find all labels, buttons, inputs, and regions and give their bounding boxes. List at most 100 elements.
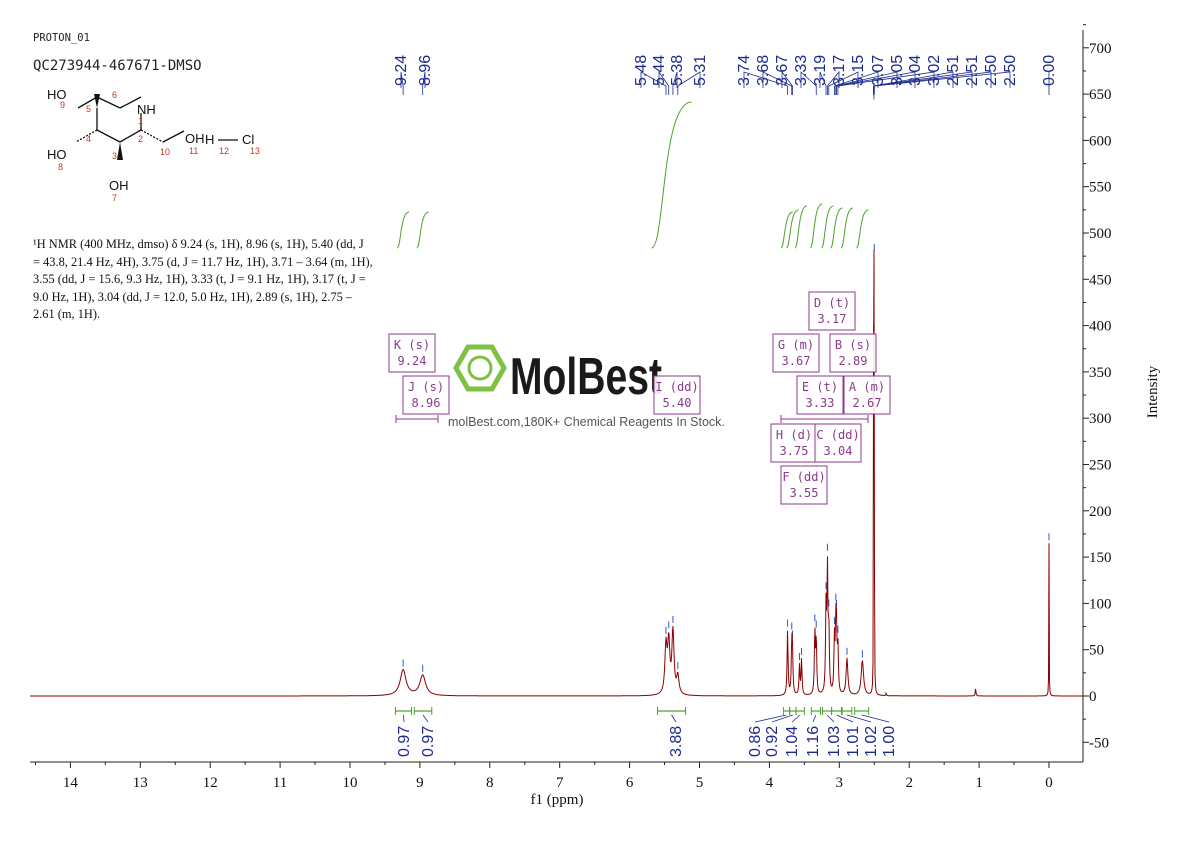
multiplet-box-frame: [402, 375, 450, 415]
peak-label: 2.50: [1002, 55, 1019, 86]
multiplet-shift: 3.75: [780, 444, 809, 458]
peak-label: 3.05: [889, 55, 906, 86]
y-tick-label: 200: [1089, 504, 1112, 520]
multiplet-paren-close: ): [805, 428, 812, 442]
peak-label: 9.24: [393, 55, 410, 86]
y-tick-label: 350: [1089, 365, 1112, 381]
multiplet-letter: C: [816, 428, 823, 442]
multiplet-type: dd: [677, 380, 691, 394]
x-tick-label: 2: [905, 775, 913, 791]
multiplet-paren-close: ): [437, 380, 444, 394]
y-tick-label: 150: [1089, 550, 1112, 566]
multiplet-box-frame: [653, 375, 701, 415]
x-tick-label: 10: [343, 775, 358, 791]
y-tick-label: 300: [1089, 411, 1112, 427]
atom-number: 7: [112, 193, 117, 203]
multiplet-type: s: [430, 380, 437, 394]
peak-label: 0.00: [1041, 55, 1058, 86]
x-tick-label: 6: [626, 775, 634, 791]
multiplet-letter: B: [835, 338, 842, 352]
multiplet-label: K (s): [394, 338, 430, 352]
integral-curve: [820, 205, 834, 249]
integral-leader: [771, 714, 793, 723]
molbest-logo-icon: [453, 344, 507, 392]
multiplet-shift: 3.67: [782, 354, 811, 368]
integral-curve: [785, 209, 799, 249]
multiplet-shift: 3.33: [806, 396, 835, 410]
peak-label-leader: [800, 71, 817, 95]
bond-line: [162, 130, 185, 143]
peak-label-leader: [658, 70, 670, 95]
atom-number: 12: [219, 146, 229, 156]
peak-label-leader: [819, 71, 827, 95]
integral-value: 1.03: [826, 726, 843, 757]
peak-label-leader: [677, 71, 701, 95]
watermark: MolBest molBest.com,180K+ Chemical Reage…: [448, 344, 725, 429]
integral-leader: [861, 714, 890, 723]
peak-label: 3.15: [850, 55, 867, 86]
multiplet-box: E (t) 3.33: [796, 375, 844, 415]
peak-label: 3.68: [755, 55, 772, 86]
peak-label: 3.07: [870, 55, 887, 86]
multiplet-shift: 3.04: [824, 444, 853, 458]
peak-label-leader: [873, 71, 973, 95]
multiplet-box-frame: [843, 375, 891, 415]
integral-value: 0.92: [764, 726, 781, 757]
atom-label: HO: [47, 87, 67, 102]
bond-line: [119, 129, 142, 143]
integral-curve: [396, 211, 410, 249]
multiplet-shift: 9.24: [398, 354, 427, 368]
atom-label: Cl: [242, 132, 254, 147]
multiplet-shift: 3.17: [818, 312, 847, 326]
multiplet-paren-close: ): [818, 470, 825, 484]
integral-value: 3.88: [668, 726, 685, 757]
peak-labels: 9.24 8.96 5.48 5.44 5.38 5.31 3.74 3.68 3.67 3.33…: [393, 55, 1058, 95]
multiplet-box: H (d) 3.75: [770, 423, 818, 463]
multiplet-letter: H: [776, 428, 783, 442]
multiplet-type: dd: [838, 428, 852, 442]
multiplet-paren-open: (: [663, 380, 677, 394]
peak-label: 3.17: [831, 55, 848, 86]
y-tick-label: 650: [1089, 87, 1112, 103]
multiplet-label: H (d): [776, 428, 812, 442]
peak-label-leader: [743, 71, 788, 95]
multiplet-paren-open: (: [790, 470, 804, 484]
multiplet-paren-open: (: [842, 338, 856, 352]
integral-value: 1.04: [784, 726, 801, 757]
multiplet-shift: 3.55: [790, 486, 819, 500]
multiplet-box: A (m) 2.67: [843, 375, 891, 415]
peak-label: 3.19: [812, 55, 829, 86]
integral-value: 0.97: [420, 726, 437, 757]
multiplet-paren-open: (: [783, 428, 797, 442]
integral-leader: [422, 714, 429, 723]
peak-label-leader: [762, 71, 793, 95]
atom-number: 8: [58, 162, 63, 172]
watermark-tagline: molBest.com,180K+ Chemical Reagents In S…: [448, 415, 725, 429]
bond-line: [77, 96, 98, 109]
integral-curve: [830, 207, 843, 249]
atom-label: H: [205, 132, 214, 147]
multiplet-type: d: [798, 428, 805, 442]
atom-number: 4: [86, 134, 91, 144]
integral-curve: [809, 203, 823, 249]
multiplet-type: s: [857, 338, 864, 352]
y-tick-label: 100: [1089, 596, 1112, 612]
atom-number: 3: [112, 151, 117, 161]
atom-number: 2: [138, 134, 143, 144]
multiplet-letter: I: [655, 380, 662, 394]
atom-label: OH: [185, 131, 205, 146]
peak-label-leader: [400, 71, 404, 95]
multiplet-paren-close: ): [831, 380, 838, 394]
peak-label: 3.02: [926, 55, 943, 86]
benzene-ring-icon: [467, 355, 493, 381]
multiplet-type: m: [871, 380, 878, 394]
atom-label: OH: [109, 178, 129, 193]
atom-label: NH: [137, 102, 156, 117]
multiplet-box-frame: [388, 333, 436, 373]
y-tick-label: -50: [1089, 735, 1109, 751]
y-tick-label: 600: [1089, 133, 1112, 149]
bond-line: [140, 129, 164, 143]
atom-number: 5: [86, 104, 91, 114]
y-tick-label: 0: [1089, 689, 1097, 705]
integral-curve: [780, 211, 794, 249]
